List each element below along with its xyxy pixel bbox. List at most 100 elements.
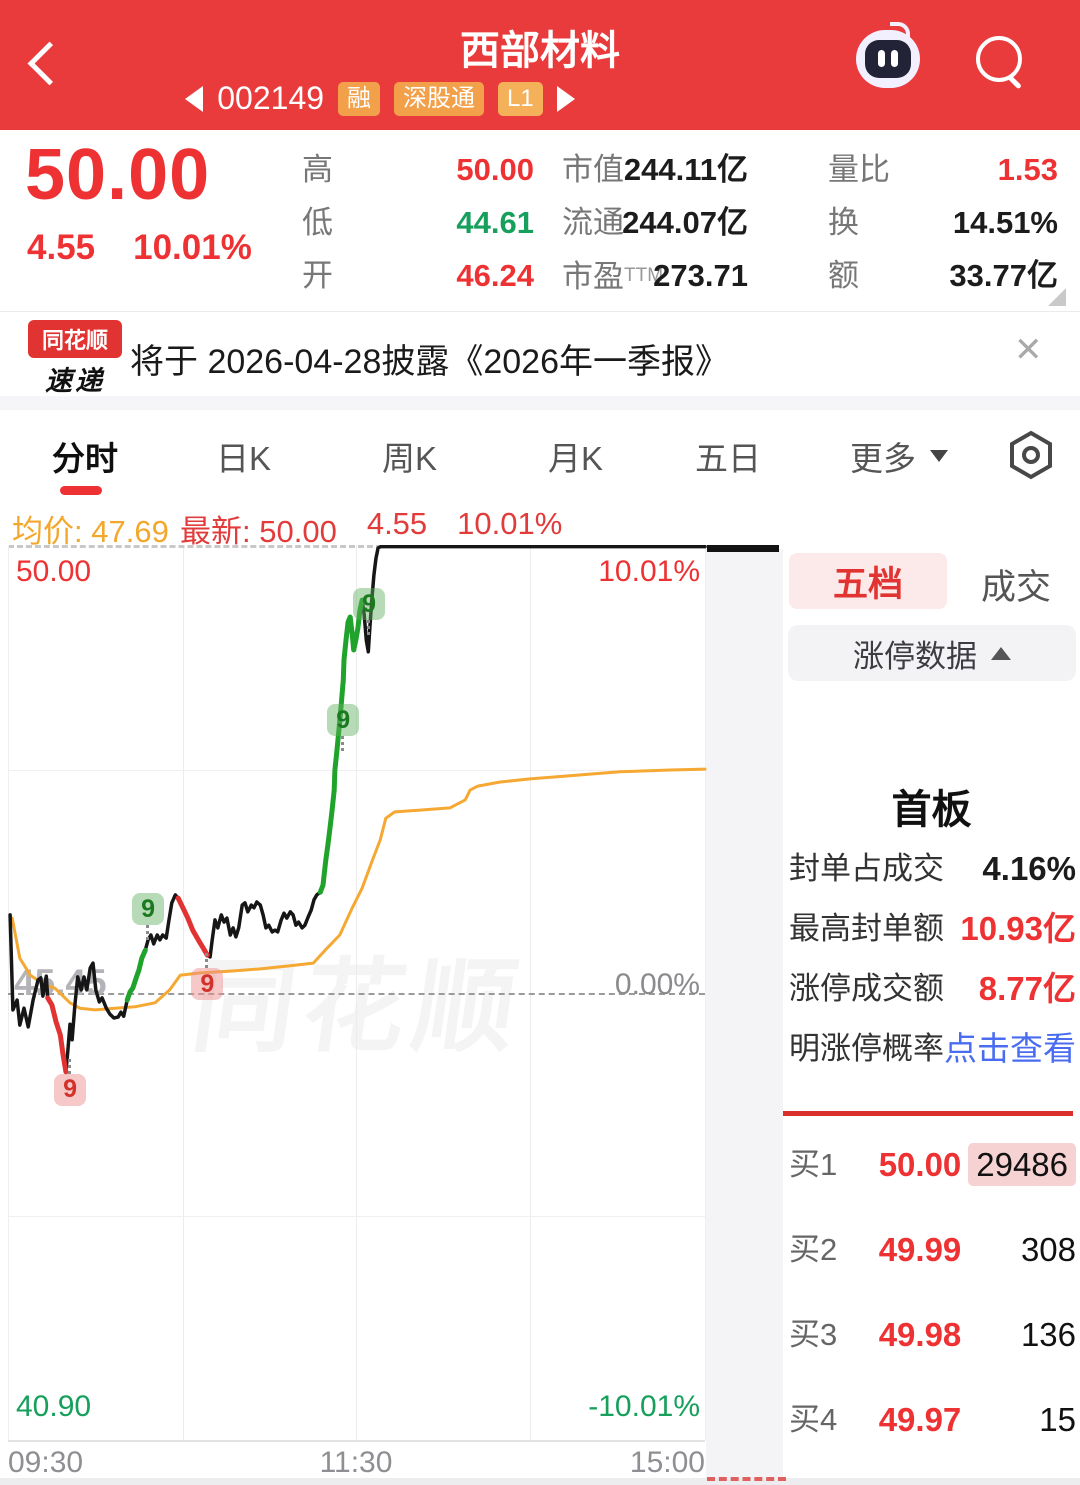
tab-more[interactable]: 更多 xyxy=(850,440,916,477)
chart-period-tabs: 分时 日K 周K 月K 五日 更多 xyxy=(0,410,1080,502)
gridline-h xyxy=(8,770,705,771)
xtick-noon: 11:30 xyxy=(319,1446,393,1479)
order-panel: 五档 成交 涨停数据 首板 封单占成交 4.16% 最高封单额 10.93亿 涨… xyxy=(783,545,1080,1478)
chart-panel-gap xyxy=(706,549,783,1478)
price-change: 4.55 10.01% xyxy=(27,228,252,268)
open-label: 开 xyxy=(302,258,333,293)
quote-summary: 50.00 4.55 10.01% 高 50.00 低 44.61 开 46.2… xyxy=(0,130,1080,312)
bottom-divider xyxy=(0,1478,1080,1485)
tab-fenshi[interactable]: 分时 xyxy=(52,440,118,477)
pe-value: 273.71 xyxy=(653,258,748,293)
bid-row-3[interactable]: 买3 49.98 136 xyxy=(789,1316,1076,1353)
news-bar[interactable]: 同花顺 速递 将于 2026-04-28披露《2026年一季报》 ✕ xyxy=(0,312,1080,396)
float-label: 流通 xyxy=(562,205,624,240)
change-value: 4.55 xyxy=(27,228,96,267)
news-text: 将于 2026-04-28披露《2026年一季报》 xyxy=(130,343,730,381)
pe-ttm-sup: TTM xyxy=(624,265,664,286)
float-value: 244.07亿 xyxy=(622,205,748,240)
gridline-v xyxy=(183,545,184,1440)
panel-divider xyxy=(783,1111,1073,1116)
stat-row: 明涨停概率 点击查看 xyxy=(783,1027,1080,1071)
badge-margin: 融 xyxy=(338,81,381,116)
chart-border-bottom xyxy=(8,1440,705,1442)
chevron-down-icon[interactable] xyxy=(930,450,948,462)
tab-weekly-k[interactable]: 周K xyxy=(382,440,438,477)
bid-row-1[interactable]: 买1 50.00 29486 xyxy=(783,1135,1080,1195)
close-icon[interactable]: ✕ xyxy=(1014,331,1043,369)
stock-code: 002149 xyxy=(217,80,325,116)
signal-marker-up: 9 xyxy=(132,893,165,941)
price-lines-svg xyxy=(8,545,707,1075)
app-header: 西部材料 002149 融 深股通 L1 xyxy=(0,0,1080,130)
chevron-up-icon xyxy=(991,646,1011,660)
stat-row: 涨停成交额 8.77亿 xyxy=(789,970,1076,1007)
tab-five-levels[interactable]: 五档 xyxy=(789,553,947,609)
bid-row-2[interactable]: 买2 49.99 308 xyxy=(789,1231,1076,1268)
badge-l1: L1 xyxy=(498,81,543,116)
amount-label: 额 xyxy=(828,258,859,293)
pe-label: 市盈TTM xyxy=(562,259,664,294)
stat-row: 封单占成交 4.16% xyxy=(789,850,1076,887)
bottom-red-dashes xyxy=(707,1477,786,1481)
high-label: 高 xyxy=(302,152,333,187)
open-value: 46.24 xyxy=(456,258,534,293)
intraday-chart: 同花顺 50.00 10.01% 45.45 0.00% 40.90 -10.0… xyxy=(0,545,783,1479)
bid-row-4[interactable]: 买4 49.97 15 xyxy=(789,1401,1076,1438)
gridline-v xyxy=(530,545,531,1440)
tab-transactions[interactable]: 成交 xyxy=(981,568,1052,607)
section-divider xyxy=(0,396,1080,410)
signal-marker-down: 9 xyxy=(191,953,224,1001)
bid1-qty-highlight: 29486 xyxy=(968,1143,1076,1186)
gridline-h xyxy=(8,1216,705,1217)
avg-price-text: 均价: 47.69 xyxy=(12,514,169,549)
stock-subheader: 002149 融 深股通 L1 xyxy=(0,80,760,117)
tab-daily-k[interactable]: 日K xyxy=(216,440,272,477)
prev-stock-icon[interactable] xyxy=(185,85,204,112)
latest-price-text: 最新: 50.00 4.55 10.01% xyxy=(180,506,563,549)
tab-monthly-k[interactable]: 月K xyxy=(548,440,604,477)
mktcap-label: 市值 xyxy=(562,152,624,187)
next-stock-icon[interactable] xyxy=(556,85,575,112)
volratio-value: 1.53 xyxy=(997,152,1058,187)
stat-row: 最高封单额 10.93亿 xyxy=(789,910,1076,947)
mktcap-value: 244.11亿 xyxy=(623,152,748,187)
signal-marker-up: 9 xyxy=(327,704,360,752)
volratio-label: 量比 xyxy=(828,152,890,187)
signal-marker-down: 9 xyxy=(54,1058,87,1106)
tab-five-day[interactable]: 五日 xyxy=(695,440,761,477)
zero-line xyxy=(8,993,705,995)
badge-szconnect: 深股通 xyxy=(394,81,485,116)
xtick-open: 09:30 xyxy=(8,1446,84,1479)
low-label: 低 xyxy=(302,205,333,240)
board-type: 首板 xyxy=(891,788,972,832)
limit-up-data-toggle[interactable]: 涨停数据 xyxy=(788,625,1076,681)
chart-info-row: 均价: 47.69 最新: 50.00 4.55 10.01% xyxy=(0,502,780,549)
stock-title: 西部材料 xyxy=(460,29,620,73)
ytick-low-pct: -10.01% xyxy=(588,1390,700,1423)
ytick-zero-pct: 0.00% xyxy=(614,968,700,1001)
chart-border-top xyxy=(8,545,705,548)
active-tab-indicator xyxy=(60,486,102,495)
low-value: 44.61 xyxy=(456,205,534,240)
chart-border-left xyxy=(8,545,9,1440)
ai-assistant-icon[interactable] xyxy=(856,22,922,92)
ytick-high-price: 50.00 xyxy=(16,555,92,588)
signal-marker-up: 9 xyxy=(353,588,386,636)
amount-value: 33.77亿 xyxy=(949,258,1058,293)
expand-quote-icon[interactable] xyxy=(1048,288,1066,306)
search-icon[interactable] xyxy=(976,36,1022,82)
xtick-close: 15:00 xyxy=(629,1446,705,1479)
turnover-value: 14.51% xyxy=(952,205,1058,240)
high-value: 50.00 xyxy=(456,152,534,187)
view-link[interactable]: 点击查看 xyxy=(944,1030,1076,1067)
current-price: 50.00 xyxy=(25,135,211,215)
chart-border-right xyxy=(705,545,706,1440)
gridline-v xyxy=(356,545,357,1440)
ths-express-logo: 同花顺 速递 xyxy=(28,320,122,398)
limit-up-bar xyxy=(707,545,779,552)
chart-settings-icon[interactable] xyxy=(1008,430,1054,485)
change-percent: 10.01% xyxy=(133,228,252,267)
ytick-high-pct: 10.01% xyxy=(598,555,700,588)
ytick-low-price: 40.90 xyxy=(16,1390,92,1423)
